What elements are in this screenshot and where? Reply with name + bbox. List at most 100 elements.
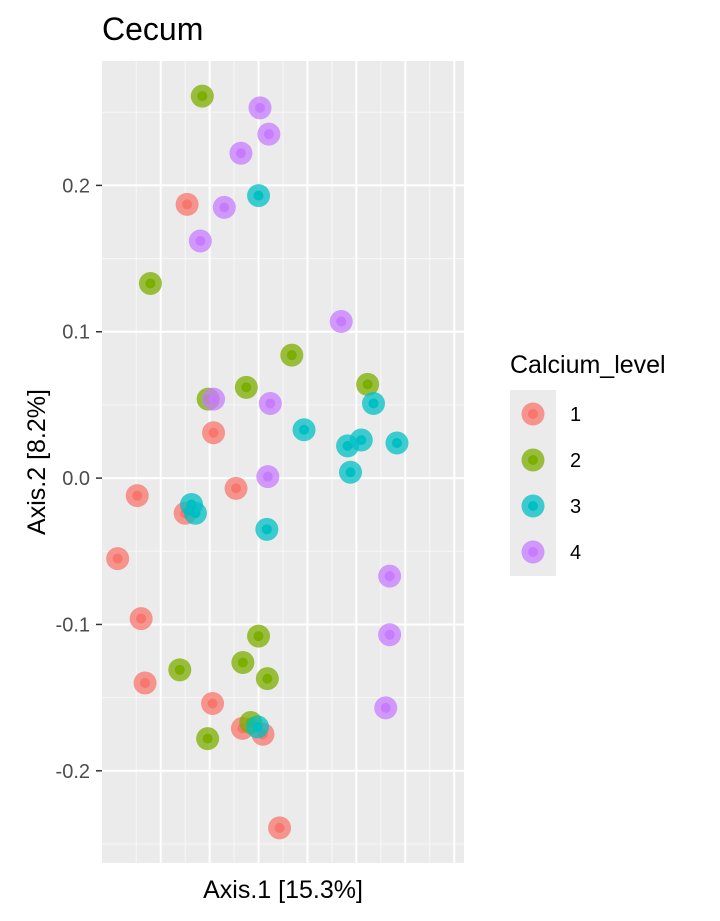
data-point	[349, 428, 373, 452]
data-point	[362, 391, 385, 415]
legend-item: 3	[521, 494, 581, 518]
point-inner	[252, 721, 263, 732]
chart-title: Cecum	[102, 11, 203, 47]
point-inner	[263, 129, 274, 140]
point-inner	[207, 698, 218, 709]
data-point	[292, 418, 316, 442]
data-point	[183, 501, 207, 525]
point-inner	[219, 202, 230, 213]
legend-title: Calcium_level	[510, 351, 666, 379]
data-point	[188, 229, 212, 253]
data-point	[258, 391, 282, 415]
point-inner	[384, 629, 395, 640]
legend-label: 4	[570, 542, 581, 564]
data-point	[133, 671, 157, 695]
point-inner	[112, 553, 123, 564]
data-point	[378, 564, 402, 588]
point-inner	[253, 631, 264, 642]
point-inner	[235, 148, 246, 159]
point-inner	[202, 733, 213, 744]
data-point	[224, 476, 248, 500]
point-inner	[345, 467, 356, 478]
point-inner	[384, 571, 395, 582]
data-point	[268, 816, 292, 840]
data-point	[202, 421, 226, 445]
point-inner	[299, 424, 310, 435]
legend-item: 1	[521, 402, 581, 426]
data-point	[247, 184, 271, 208]
data-point	[190, 84, 214, 108]
data-point	[329, 310, 353, 334]
data-points	[106, 84, 409, 840]
point-inner	[140, 677, 151, 688]
point-inner	[237, 657, 248, 668]
point-inner	[262, 673, 273, 684]
legend-label: 2	[570, 450, 581, 472]
data-point	[202, 387, 226, 411]
point-inner	[174, 664, 185, 675]
point-inner	[195, 236, 206, 247]
y-tick-label: 0.2	[62, 175, 90, 197]
y-tick-label: 0.0	[62, 468, 90, 490]
legend-item: 4	[521, 540, 581, 564]
data-point	[247, 624, 271, 648]
data-point	[256, 465, 280, 489]
point-inner	[274, 822, 285, 833]
data-point	[257, 122, 281, 146]
point-inner	[265, 398, 276, 409]
point-inner	[241, 382, 252, 393]
data-point	[255, 667, 279, 691]
y-axis-ticks: -0.2 -0.1 0.0 0.1 0.2	[56, 175, 102, 783]
data-point	[196, 727, 220, 751]
point-inner	[136, 613, 147, 624]
y-axis-label: Axis.2 [8.2%]	[23, 389, 51, 535]
data-point	[339, 460, 363, 484]
data-point	[212, 195, 236, 219]
point-inner	[132, 490, 143, 501]
data-point	[356, 372, 380, 396]
y-tick-label: -0.2	[56, 761, 90, 783]
data-point	[168, 658, 192, 682]
point-inner	[380, 702, 391, 713]
point-inner	[286, 350, 297, 361]
legend-key-inner	[528, 409, 538, 419]
point-inner	[253, 190, 264, 201]
data-point	[234, 375, 258, 399]
data-point	[106, 547, 130, 571]
point-inner	[190, 508, 201, 519]
data-point	[246, 715, 270, 739]
data-point	[201, 691, 225, 715]
point-inner	[261, 524, 272, 535]
legend-key-inner	[528, 455, 538, 465]
data-point	[385, 431, 409, 455]
point-inner	[145, 278, 156, 289]
point-inner	[336, 316, 347, 327]
data-point	[229, 141, 253, 165]
point-inner	[208, 394, 219, 405]
point-inner	[197, 91, 208, 102]
y-tick-label: 0.1	[62, 322, 90, 344]
legend-key-inner	[528, 547, 538, 557]
point-inner	[391, 437, 402, 448]
grid-minor	[102, 61, 464, 863]
data-point	[280, 343, 304, 367]
point-inner	[356, 435, 367, 446]
point-inner	[362, 379, 373, 390]
legend: Calcium_level 1 2 3 4	[510, 351, 666, 576]
data-point	[138, 271, 162, 295]
data-point	[378, 623, 402, 647]
legend-label: 3	[570, 496, 581, 518]
point-inner	[342, 440, 353, 451]
legend-key-inner	[528, 501, 538, 511]
legend-label: 1	[570, 404, 581, 426]
data-point	[255, 517, 279, 541]
point-inner	[262, 471, 273, 482]
point-inner	[208, 427, 219, 438]
data-point	[231, 651, 255, 674]
y-tick-label: -0.1	[56, 614, 90, 636]
point-inner	[255, 102, 266, 113]
point-inner	[231, 483, 242, 494]
legend-item: 2	[521, 448, 581, 472]
point-inner	[182, 199, 193, 210]
